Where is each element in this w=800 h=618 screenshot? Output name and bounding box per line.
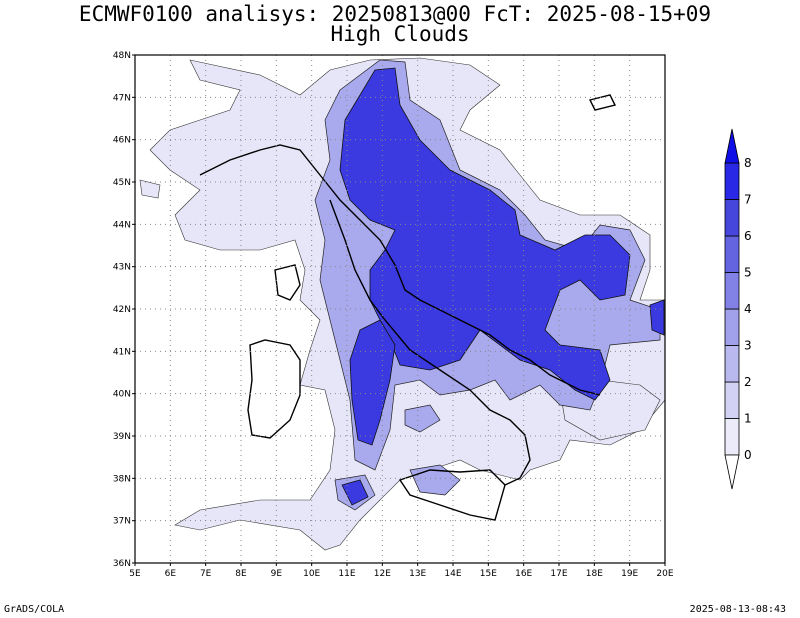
map-subtitle: High Clouds bbox=[330, 22, 470, 46]
colorbar-label: 1 bbox=[744, 412, 752, 426]
cloud-field-dense bbox=[339, 67, 665, 506]
longitude-tick-label: 17E bbox=[550, 569, 567, 579]
colorbar-segment bbox=[724, 272, 740, 310]
colorbar-segment bbox=[724, 345, 740, 383]
colorbar-max-arrow bbox=[724, 128, 740, 164]
latitude-tick-label: 39N bbox=[113, 432, 131, 442]
colorbar-segment bbox=[724, 162, 740, 200]
longitude-tick-label: 6E bbox=[165, 569, 177, 579]
latitude-tick-label: 44N bbox=[113, 220, 131, 230]
footer-timestamp: 2025-08-13-08:43 bbox=[689, 604, 786, 615]
latitude-tick-label: 46N bbox=[113, 136, 131, 146]
latitude-tick-label: 43N bbox=[113, 263, 131, 273]
map-title: ECMWF0100 analisys: 20250813@00 FcT: 202… bbox=[78, 2, 712, 26]
longitude-tick-label: 10E bbox=[303, 569, 320, 579]
longitude-tick-label: 20E bbox=[656, 569, 673, 579]
longitude-tick-label: 9E bbox=[271, 569, 283, 579]
latitude-tick-label: 42N bbox=[113, 305, 131, 315]
longitude-tick-label: 8E bbox=[235, 569, 247, 579]
colorbar-label: 8 bbox=[744, 156, 752, 170]
longitude-tick-label: 11E bbox=[338, 569, 355, 579]
longitude-axis: 5E 6E 7E 8E 9E 10E 11E 12E 13E 14E 15E 16E 17E 18E 19E… bbox=[129, 563, 674, 579]
latitude-tick-label: 36N bbox=[113, 559, 131, 569]
latitude-tick-label: 40N bbox=[113, 390, 131, 400]
colorbar-label: 0 bbox=[744, 448, 752, 462]
latitude-tick-label: 37N bbox=[113, 517, 131, 527]
longitude-tick-label: 12E bbox=[374, 569, 391, 579]
colorbar-segment bbox=[724, 199, 740, 237]
longitude-tick-label: 15E bbox=[480, 569, 497, 579]
longitude-tick-label: 7E bbox=[200, 569, 212, 579]
colorbar-segment bbox=[724, 418, 740, 456]
colorbar-label: 7 bbox=[744, 193, 752, 207]
longitude-tick-label: 18E bbox=[586, 569, 603, 579]
colorbar-segment bbox=[724, 308, 740, 346]
longitude-tick-label: 5E bbox=[129, 569, 141, 579]
colorbar-min-arrow bbox=[724, 454, 740, 490]
latitude-tick-label: 41N bbox=[113, 347, 131, 357]
colorbar-label: 2 bbox=[744, 375, 752, 389]
latitude-tick-label: 48N bbox=[113, 51, 131, 61]
latitude-tick-label: 38N bbox=[113, 474, 131, 484]
longitude-tick-label: 19E bbox=[621, 569, 638, 579]
coastlines bbox=[199, 94, 617, 521]
map-plot-area bbox=[134, 54, 666, 564]
latitude-tick-label: 45N bbox=[113, 178, 131, 188]
graticule bbox=[135, 55, 665, 563]
colorbar-label: 5 bbox=[744, 266, 752, 280]
latitude-tick-label: 47N bbox=[113, 93, 131, 103]
longitude-tick-label: 14E bbox=[444, 569, 461, 579]
colorbar-label: 3 bbox=[744, 339, 752, 353]
colorbar-label: 6 bbox=[744, 229, 752, 243]
colorbar-segment bbox=[724, 235, 740, 273]
colorbar-label: 4 bbox=[744, 302, 752, 316]
latitude-axis: 36N 37N 38N 39N 40N 41N 42N 43N 44N 45N 46N 47N 48N bbox=[113, 51, 135, 569]
colorbar-segment bbox=[724, 381, 740, 419]
footer-credit: GrADS/COLA bbox=[4, 604, 65, 615]
colorbar: 0 1 2 3 4 5 6 7 8 bbox=[724, 128, 752, 490]
longitude-tick-label: 16E bbox=[515, 569, 532, 579]
longitude-tick-label: 13E bbox=[409, 569, 426, 579]
